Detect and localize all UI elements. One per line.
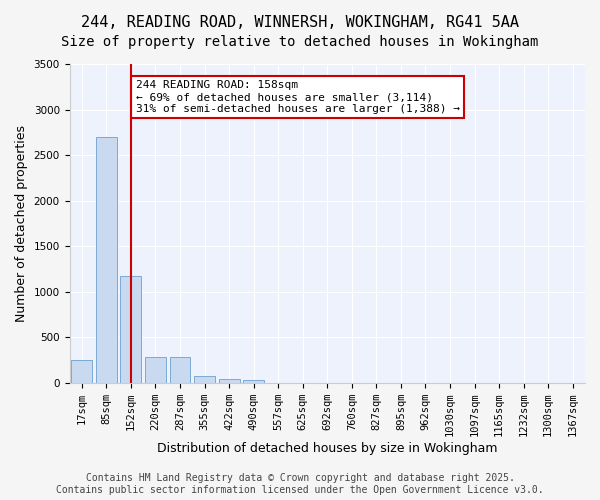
Bar [121, 276, 142, 383]
Text: 244, READING ROAD, WINNERSH, WOKINGHAM, RG41 5AA: 244, READING ROAD, WINNERSH, WOKINGHAM, … [81, 15, 519, 30]
Bar [218, 379, 239, 383]
X-axis label: Distribution of detached houses by size in Wokingham: Distribution of detached houses by size … [157, 442, 497, 455]
Text: Contains HM Land Registry data © Crown copyright and database right 2025.
Contai: Contains HM Land Registry data © Crown c… [56, 474, 544, 495]
Bar [194, 376, 215, 383]
Bar [71, 360, 92, 383]
Text: 244 READING ROAD: 158sqm
← 69% of detached houses are smaller (3,114)
31% of sem: 244 READING ROAD: 158sqm ← 69% of detach… [136, 80, 460, 114]
Bar [243, 380, 264, 383]
Bar [145, 356, 166, 383]
Y-axis label: Number of detached properties: Number of detached properties [15, 125, 28, 322]
Text: Size of property relative to detached houses in Wokingham: Size of property relative to detached ho… [61, 35, 539, 49]
Bar [96, 137, 117, 383]
Bar [170, 356, 190, 383]
